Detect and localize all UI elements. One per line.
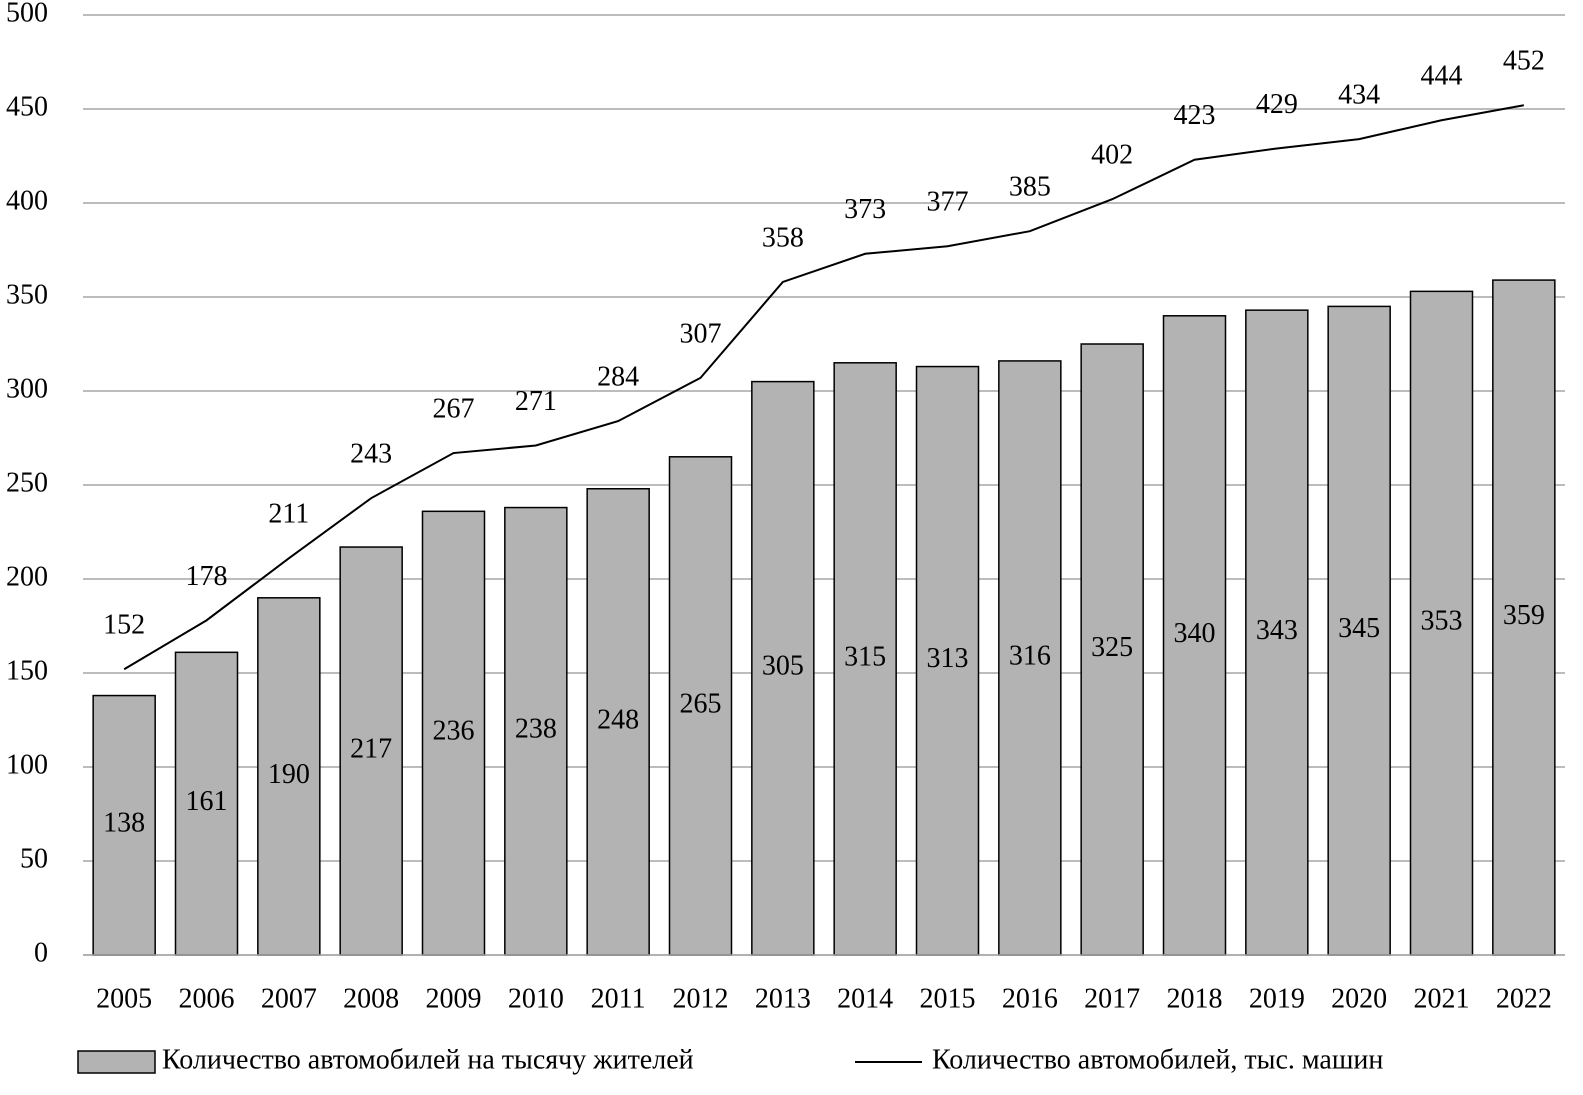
bar-value-label: 340 xyxy=(1174,618,1216,649)
bar xyxy=(1327,305,1391,956)
bar xyxy=(1080,343,1144,956)
y-tick-label: 50 xyxy=(20,843,48,874)
line-value-label: 211 xyxy=(268,499,309,530)
bar xyxy=(421,510,486,956)
x-tick-label: 2015 xyxy=(920,983,976,1014)
line-value-label: 267 xyxy=(433,393,475,424)
line-value-label: 402 xyxy=(1091,140,1133,171)
x-tick-label: 2012 xyxy=(673,983,729,1014)
y-tick-label: 450 xyxy=(6,91,48,122)
line-value-label: 377 xyxy=(927,187,969,218)
line-value-label: 284 xyxy=(597,362,639,393)
bar xyxy=(1162,315,1227,956)
bar xyxy=(339,546,403,956)
x-tick-label: 2014 xyxy=(837,983,893,1014)
bar-value-label: 313 xyxy=(927,643,969,674)
line-value-label: 434 xyxy=(1338,80,1380,111)
y-tick-label: 200 xyxy=(6,561,48,592)
y-tick-label: 350 xyxy=(6,279,48,310)
bar-value-label: 238 xyxy=(515,714,557,745)
x-tick-label: 2020 xyxy=(1331,983,1387,1014)
y-tick-label: 0 xyxy=(34,937,48,968)
line-value-label: 152 xyxy=(103,610,145,641)
bar xyxy=(751,380,815,956)
bar-value-label: 190 xyxy=(268,759,310,790)
x-tick-label: 2019 xyxy=(1249,983,1305,1014)
y-tick-label: 250 xyxy=(6,467,48,498)
bar-value-label: 248 xyxy=(597,704,639,735)
x-tick-label: 2008 xyxy=(343,983,399,1014)
bar-value-label: 138 xyxy=(103,808,145,839)
line-value-label: 178 xyxy=(186,561,228,592)
x-tick-label: 2021 xyxy=(1414,983,1470,1014)
line-value-label: 423 xyxy=(1174,100,1216,131)
legend-label: Количество автомобилей, тыс. машин xyxy=(932,1044,1383,1075)
bar-value-label: 236 xyxy=(433,716,475,747)
x-tick-label: 2006 xyxy=(179,983,235,1014)
y-tick-label: 150 xyxy=(6,655,48,686)
line-value-label: 271 xyxy=(515,386,557,417)
y-tick-label: 400 xyxy=(6,185,48,216)
line xyxy=(123,104,1525,671)
y-tick-label: 500 xyxy=(6,0,48,28)
bar xyxy=(586,488,650,956)
bar-value-label: 265 xyxy=(680,688,722,719)
bar-value-label: 315 xyxy=(844,641,886,672)
x-tick-label: 2005 xyxy=(96,983,152,1014)
bar xyxy=(504,506,568,956)
bar-value-label: 345 xyxy=(1338,613,1380,644)
x-tick-label: 2011 xyxy=(591,983,646,1014)
bar xyxy=(1492,279,1556,956)
line-value-label: 429 xyxy=(1256,89,1298,120)
bar-value-label: 217 xyxy=(350,733,392,764)
bar-value-label: 316 xyxy=(1009,640,1051,671)
legend-label: Количество автомобилей на тысячу жителей xyxy=(162,1044,694,1075)
bar xyxy=(174,651,239,956)
bar xyxy=(1245,309,1309,956)
line-value-label: 358 xyxy=(762,222,804,253)
line-value-label: 373 xyxy=(844,194,886,225)
x-tick-label: 2018 xyxy=(1167,983,1223,1014)
x-tick-label: 2009 xyxy=(426,983,482,1014)
bar xyxy=(92,694,156,956)
bar-value-label: 325 xyxy=(1091,632,1133,663)
x-tick-label: 2007 xyxy=(261,983,317,1014)
x-tick-label: 2013 xyxy=(755,983,811,1014)
bar-value-label: 359 xyxy=(1503,600,1545,631)
bar xyxy=(257,597,321,956)
line-value-label: 444 xyxy=(1421,61,1463,92)
bar xyxy=(998,360,1062,956)
bar-value-label: 343 xyxy=(1256,615,1298,646)
bar xyxy=(668,456,733,956)
bar-value-label: 305 xyxy=(762,651,804,682)
legend-swatch xyxy=(77,1050,156,1074)
x-tick-label: 2016 xyxy=(1002,983,1058,1014)
y-tick-label: 300 xyxy=(6,373,48,404)
x-tick-label: 2010 xyxy=(508,983,564,1014)
x-tick-label: 2017 xyxy=(1084,983,1140,1014)
bar xyxy=(833,362,897,956)
x-tick-label: 2022 xyxy=(1496,983,1552,1014)
line-value-label: 452 xyxy=(1503,46,1545,77)
bar xyxy=(1409,290,1474,956)
bar-value-label: 161 xyxy=(186,786,228,817)
line-value-label: 307 xyxy=(680,318,722,349)
bar-value-label: 353 xyxy=(1421,606,1463,637)
line-value-label: 243 xyxy=(350,439,392,470)
line-value-label: 385 xyxy=(1009,172,1051,203)
y-tick-label: 100 xyxy=(6,749,48,780)
bar xyxy=(915,365,980,956)
